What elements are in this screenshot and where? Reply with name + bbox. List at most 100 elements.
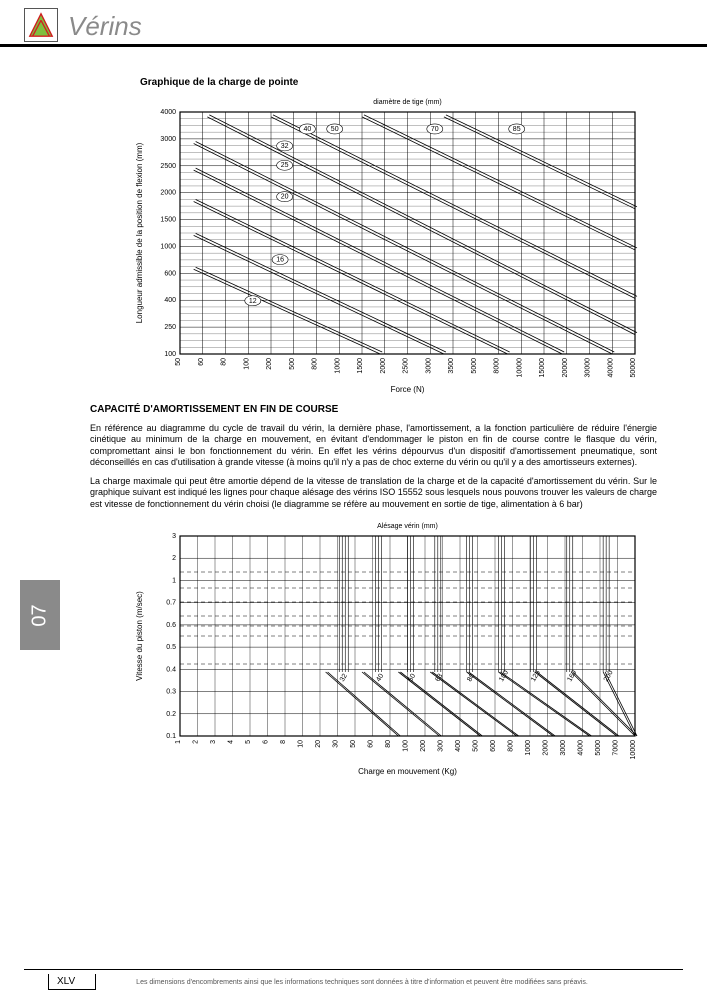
svg-text:800: 800 [312,358,319,370]
svg-text:400: 400 [455,740,462,752]
svg-text:20: 20 [281,194,289,201]
svg-text:80: 80 [385,740,392,748]
page-number: XLV [48,974,96,990]
page-header: Vérins [0,0,707,47]
svg-text:12: 12 [249,298,257,305]
svg-text:500: 500 [289,358,296,370]
paragraph-2: La charge maximale qui peut être amortie… [90,476,657,510]
svg-text:Alésage vérin (mm): Alésage vérin (mm) [377,523,438,530]
svg-text:4: 4 [228,740,235,744]
brand-logo [24,8,58,42]
svg-text:800: 800 [508,740,515,752]
svg-text:5000: 5000 [595,740,602,756]
svg-text:2000: 2000 [543,740,550,756]
svg-text:10000: 10000 [630,740,637,760]
svg-text:4000: 4000 [160,109,176,116]
svg-text:Force (N): Force (N) [391,385,425,394]
svg-text:200: 200 [266,358,273,370]
page-title: Vérins [68,11,142,42]
svg-text:4000: 4000 [578,740,585,756]
svg-text:1000: 1000 [334,358,341,374]
svg-text:160: 160 [566,669,578,683]
svg-text:10000: 10000 [516,358,523,378]
svg-text:60: 60 [368,740,375,748]
svg-text:5: 5 [245,740,252,744]
svg-text:1000: 1000 [160,243,176,250]
svg-text:50: 50 [175,358,182,366]
svg-text:3500: 3500 [448,358,455,374]
svg-text:50: 50 [350,740,357,748]
svg-text:40: 40 [304,126,312,133]
svg-text:8: 8 [280,740,287,744]
svg-text:Charge en mouvement (Kg): Charge en mouvement (Kg) [358,767,457,776]
chart2: Alésage vérin (mm) 0.1 0.2 0.3 0.4 0.5 0.6 0.7 1… [130,518,640,778]
svg-text:0.5: 0.5 [166,644,176,651]
svg-text:20: 20 [315,740,322,748]
svg-text:5000: 5000 [471,358,478,374]
footer-note: Les dimensions d'encombrements ainsi que… [136,979,588,986]
svg-text:50: 50 [407,672,417,682]
svg-text:25: 25 [281,162,289,169]
svg-text:2000: 2000 [380,358,387,374]
chart1-container: diamètre de tige (mm) 100 250 400 600 1000 150… [130,94,657,394]
svg-text:2500: 2500 [160,163,176,170]
svg-text:Vitesse du piston (m/sec): Vitesse du piston (m/sec) [135,591,144,681]
svg-text:50000: 50000 [630,358,637,378]
page-footer: XLV Les dimensions d'encombrements ainsi… [0,969,707,990]
side-tab: 07 [20,580,60,650]
svg-text:0.1: 0.1 [166,733,176,740]
svg-text:600: 600 [490,740,497,752]
svg-text:100: 100 [498,669,510,683]
svg-text:3000: 3000 [560,740,567,756]
svg-text:100: 100 [403,740,410,752]
svg-text:15000: 15000 [539,358,546,378]
svg-text:2000: 2000 [160,190,176,197]
svg-text:40000: 40000 [607,358,614,378]
svg-text:30000: 30000 [585,358,592,378]
svg-text:1500: 1500 [160,217,176,224]
svg-text:0.6: 0.6 [166,622,176,629]
svg-text:600: 600 [164,270,176,277]
svg-text:8000: 8000 [494,358,501,374]
svg-text:0.3: 0.3 [166,688,176,695]
paragraph-1: En référence au diagramme du cycle de tr… [90,423,657,468]
svg-text:16: 16 [276,257,284,264]
svg-text:Longueur admissible de la posi: Longueur admissible de la position de fl… [135,142,144,323]
svg-text:0.2: 0.2 [166,711,176,718]
svg-text:85: 85 [513,126,521,133]
svg-text:100: 100 [164,351,176,358]
svg-text:400: 400 [164,297,176,304]
svg-text:3: 3 [210,740,217,744]
svg-text:60: 60 [198,358,205,366]
svg-text:40: 40 [375,672,385,682]
svg-text:1: 1 [175,740,182,744]
svg-text:3000: 3000 [425,358,432,374]
svg-text:250: 250 [164,324,176,331]
svg-text:32: 32 [339,672,349,682]
svg-text:0.4: 0.4 [166,666,176,673]
section-heading: CAPACITÉ D'AMORTISSEMENT EN FIN DE COURS… [90,404,657,415]
side-tab-text: 07 [29,604,52,626]
svg-text:1: 1 [172,577,176,584]
chart1-title: Graphique de la charge de pointe [140,77,657,88]
svg-text:30: 30 [333,740,340,748]
svg-text:200: 200 [603,669,615,683]
svg-text:2: 2 [193,740,200,744]
svg-text:80: 80 [221,358,228,366]
svg-text:300: 300 [438,740,445,752]
svg-text:0.7: 0.7 [166,599,176,606]
svg-text:7000: 7000 [613,740,620,756]
chart2-container: Alésage vérin (mm) 0.1 0.2 0.3 0.4 0.5 0.6 0.7 1… [130,518,657,778]
svg-text:20000: 20000 [562,358,569,378]
svg-text:200: 200 [420,740,427,752]
svg-text:diamètre de tige (mm): diamètre de tige (mm) [373,99,441,106]
svg-text:10: 10 [298,740,305,748]
svg-text:3: 3 [172,533,176,540]
svg-text:1500: 1500 [357,358,364,374]
svg-text:70: 70 [431,126,439,133]
svg-text:2: 2 [172,555,176,562]
svg-text:2500: 2500 [403,358,410,374]
svg-text:100: 100 [243,358,250,370]
svg-text:1000: 1000 [525,740,532,756]
chart1: diamètre de tige (mm) 100 250 400 600 1000 150… [130,94,640,394]
